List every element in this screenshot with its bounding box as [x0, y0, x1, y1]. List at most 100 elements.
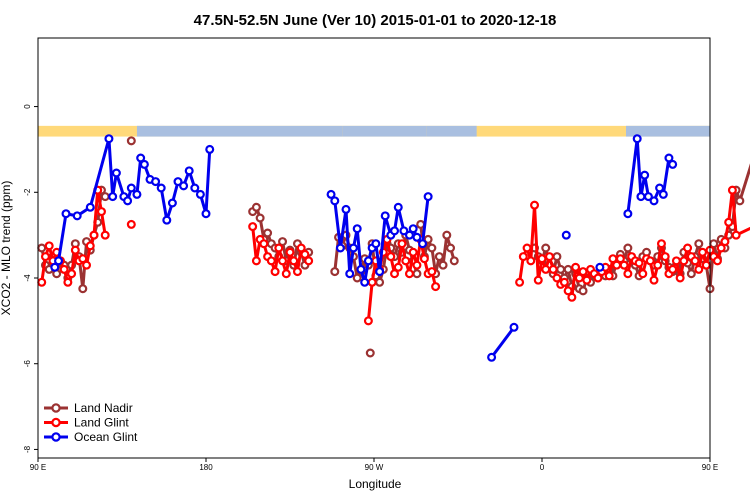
data-point	[571, 262, 581, 272]
data-point	[431, 282, 441, 292]
data-point	[418, 239, 428, 249]
data-point	[263, 228, 273, 238]
data-point	[37, 277, 47, 287]
data-point	[63, 277, 73, 287]
data-point	[85, 241, 95, 251]
ocean-segment	[290, 125, 343, 137]
data-point	[201, 209, 211, 219]
data-point	[518, 252, 528, 262]
x-tick-label: 90 E	[702, 463, 718, 472]
data-point	[96, 207, 106, 217]
data-point	[438, 260, 448, 270]
data-point	[348, 243, 358, 253]
data-point	[50, 262, 60, 272]
data-point	[619, 260, 629, 270]
data-point	[289, 256, 299, 266]
ocean-segment	[426, 125, 477, 137]
data-point	[371, 239, 381, 249]
data-point	[205, 144, 215, 154]
data-point	[61, 209, 71, 219]
data-point	[292, 267, 302, 277]
x-axis: 90 E 180 90 W 0 90 E	[30, 458, 718, 472]
legend-item: Land Nadir	[44, 401, 133, 415]
data-point	[296, 243, 306, 253]
data-point	[100, 230, 110, 240]
data-point	[72, 211, 82, 221]
ocean-segment	[402, 125, 427, 137]
data-point	[335, 243, 345, 253]
series-layer	[37, 134, 750, 362]
data-point	[578, 267, 588, 277]
data-point	[78, 284, 88, 294]
data-point	[544, 252, 554, 262]
data-point	[401, 256, 411, 266]
data-point	[683, 243, 693, 253]
data-point	[660, 252, 670, 262]
data-point	[595, 262, 605, 272]
data-point	[345, 269, 355, 279]
data-point	[352, 273, 362, 283]
data-point	[615, 254, 625, 264]
data-point	[727, 185, 737, 195]
data-point	[108, 192, 118, 202]
data-point	[643, 192, 653, 202]
data-point	[85, 202, 95, 212]
ocean-segment	[206, 125, 290, 137]
data-point	[281, 269, 291, 279]
data-point	[604, 271, 614, 281]
series-line	[419, 224, 456, 276]
data-point	[698, 247, 708, 257]
chart-title: 47.5N-52.5N June (Ver 10) 2015-01-01 to …	[194, 12, 557, 29]
data-point	[694, 239, 704, 249]
data-point	[393, 202, 403, 212]
x-tick-label: 180	[199, 463, 213, 472]
data-point	[522, 243, 532, 253]
data-point	[563, 264, 573, 274]
series-line	[490, 326, 516, 359]
data-point	[255, 213, 265, 223]
data-point	[70, 245, 80, 255]
data-point	[139, 159, 149, 169]
data-point	[365, 348, 375, 358]
data-point	[656, 239, 666, 249]
data-point	[167, 198, 177, 208]
data-point	[593, 273, 603, 283]
data-point	[720, 237, 730, 247]
data-point	[668, 159, 678, 169]
data-point	[638, 269, 648, 279]
data-point	[285, 247, 295, 257]
data-point	[390, 226, 400, 236]
data-point	[100, 192, 110, 202]
data-point	[552, 273, 562, 283]
data-point	[427, 267, 437, 277]
data-point	[567, 292, 577, 302]
data-point	[132, 189, 142, 199]
data-point	[162, 215, 172, 225]
legend-swatch-marker	[51, 432, 61, 442]
data-point	[658, 189, 668, 199]
data-point	[541, 243, 551, 253]
data-point	[509, 322, 519, 332]
data-point	[561, 230, 571, 240]
series-ocean-glint	[50, 134, 678, 362]
data-point	[664, 153, 674, 163]
data-point	[126, 136, 136, 146]
data-point	[419, 254, 429, 264]
data-point	[671, 256, 681, 266]
data-point	[582, 275, 592, 285]
data-point	[412, 232, 422, 242]
data-point	[266, 256, 276, 266]
data-point	[548, 264, 558, 274]
y-axis: 0 -2 -4 -6 -8	[23, 104, 38, 453]
data-point	[649, 275, 659, 285]
data-point	[653, 260, 663, 270]
data-point	[380, 211, 390, 221]
data-point	[300, 249, 310, 259]
data-point	[59, 264, 69, 274]
data-point	[126, 183, 136, 193]
data-point	[724, 217, 734, 227]
data-point	[367, 277, 377, 287]
data-point	[623, 243, 633, 253]
data-point	[386, 252, 396, 262]
data-point	[278, 256, 288, 266]
